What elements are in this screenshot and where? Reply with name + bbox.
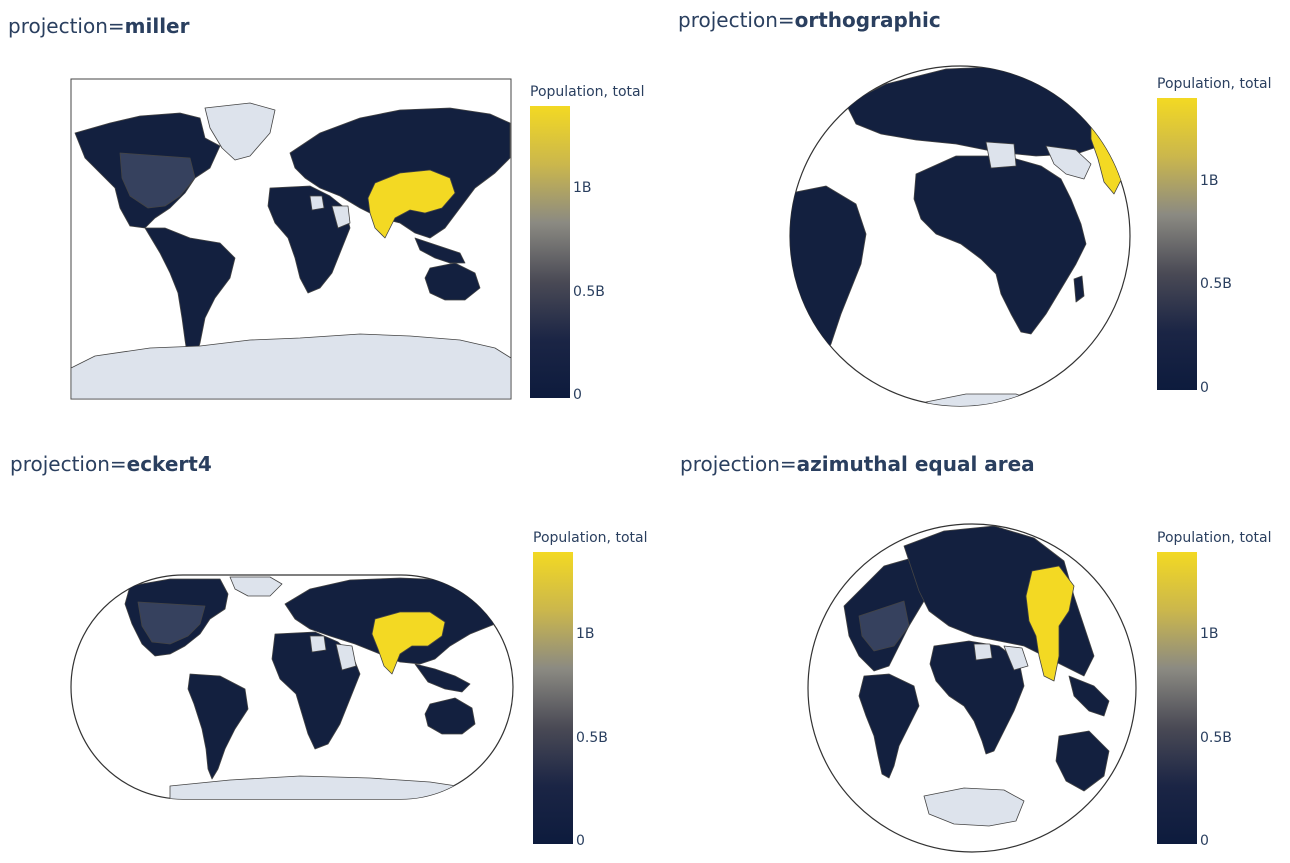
region-libya [973,643,993,661]
panel-title-eckert4: projection=eckert4 [10,452,212,476]
region-libya [309,635,327,653]
map-orthographic[interactable] [786,64,1136,408]
map-miller[interactable] [70,78,512,400]
colorbar-tick-0: 0 [1200,833,1209,849]
colorbar-tick-0-5b: 0.5B [576,730,608,746]
colorbar-title-orthographic: Population, total [1157,76,1272,92]
colorbar-tick-0: 0 [1200,380,1209,396]
region-libya [985,141,1017,169]
region-china-india [371,611,446,675]
colorbar-tick-1b: 1B [1200,626,1219,642]
colorbar-tick-1b: 1B [576,626,595,642]
panel-title-orthographic: projection=orthographic [678,8,941,32]
colorbar-tick-1b: 1B [573,180,592,196]
region-antarctica [70,333,512,400]
region-africa [913,155,1087,335]
region-arabia [1045,145,1092,180]
map-eckert4[interactable] [70,574,514,800]
region-south-america [187,673,249,780]
region-se-asia [414,663,471,693]
region-se-asia [414,237,466,264]
region-australia [424,697,476,735]
region-sudan [335,643,357,671]
region-libya [309,195,325,211]
panel-title-miller: projection=miller [8,14,190,38]
colorbar-tick-0-5b: 0.5B [1200,276,1232,292]
region-australia [424,262,481,301]
colorbar-tick-0-5b: 0.5B [1200,730,1232,746]
region-china-india [367,169,456,239]
colorbar-tick-0: 0 [576,833,585,849]
colorbar-azimuthal [1157,552,1197,844]
region-greenland [204,102,276,161]
region-antarctica [923,787,1025,827]
region-antarctica [169,775,471,799]
colorbar-tick-0-5b: 0.5B [573,284,605,300]
region-usa [137,601,206,645]
region-south-america [858,673,920,779]
region-usa [119,152,196,209]
colorbar-title-eckert4: Population, total [533,530,648,546]
colorbar-miller [530,106,570,398]
panel-title-azimuthal: projection=azimuthal equal area [680,452,1035,476]
region-se-asia [1068,675,1110,717]
region-madagascar [1073,275,1085,303]
region-africa [267,185,351,294]
region-usa [858,600,910,652]
colorbar-eckert4 [533,552,573,844]
colorbar-tick-0: 0 [573,387,582,403]
map-azimuthal[interactable] [804,516,1140,860]
region-sudan [331,205,351,229]
region-australia [1055,730,1110,792]
region-china-india [1025,565,1075,682]
colorbar-title-azimuthal: Population, total [1157,530,1272,546]
region-greenland [229,576,283,597]
colorbar-tick-1b: 1B [1200,173,1219,189]
region-south-america [144,227,236,361]
colorbar-title-miller: Population, total [530,84,645,100]
colorbar-orthographic [1157,98,1197,390]
region-arabia [1003,645,1029,671]
